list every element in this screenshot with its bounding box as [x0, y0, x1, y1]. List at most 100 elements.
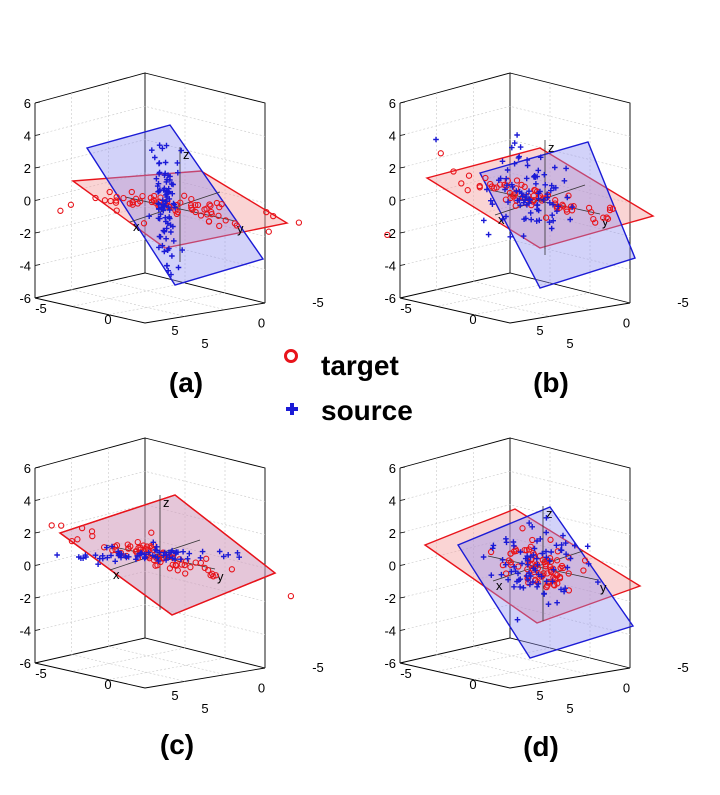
target-point [203, 211, 211, 218]
source-point [160, 207, 167, 214]
source-point [551, 566, 557, 573]
source-point [178, 147, 184, 154]
z-tick-mark [34, 134, 41, 136]
source-point [174, 160, 181, 166]
target-point [488, 183, 496, 190]
source-point [504, 167, 511, 173]
grid-horizontal [399, 205, 631, 237]
source-point [548, 225, 555, 232]
grid-horizontal [34, 239, 266, 270]
inner-y-label: y [600, 580, 607, 595]
target-point [139, 192, 146, 200]
target-point [590, 215, 597, 223]
target-point [197, 212, 205, 219]
source-point [560, 532, 566, 539]
y-tick-label: 5 [201, 701, 208, 716]
floor-back-edges [399, 637, 631, 669]
source-point [489, 201, 496, 207]
target-point [177, 199, 184, 206]
target-point [544, 582, 551, 589]
grid-floor-b [108, 657, 226, 680]
panel-1: 6 4 2 0 -2 -4 -6 -5 0 5 5 0 -5 x y z [19, 72, 391, 351]
source-point [162, 159, 169, 166]
source-point [543, 529, 549, 536]
z-tick-label: -6 [384, 291, 396, 306]
target-point [218, 200, 225, 208]
source-point [534, 555, 540, 562]
source-point [514, 132, 520, 138]
source-point [521, 199, 527, 206]
source-point [496, 177, 502, 183]
source-point [508, 568, 515, 575]
source-point [542, 182, 548, 188]
source-point [533, 181, 539, 187]
grid-floor-a [71, 289, 186, 317]
source-point [146, 213, 152, 219]
source-point [503, 213, 509, 220]
source-point [163, 557, 169, 563]
target-point [207, 572, 214, 579]
target-point [154, 562, 161, 569]
source-point [175, 169, 181, 176]
target-point [518, 181, 525, 189]
source-point [543, 554, 550, 561]
source-point [163, 225, 170, 232]
target-point [542, 563, 549, 570]
source-point [544, 194, 551, 201]
legend-source-marker [286, 403, 298, 415]
grid-floor-a [108, 281, 226, 310]
source-point [547, 200, 553, 206]
z-tick-label: 2 [389, 526, 396, 541]
grid-floor-b [71, 647, 186, 672]
source-point [567, 555, 574, 562]
target-point [203, 555, 210, 562]
source-point [513, 188, 520, 194]
z-tick-mark [399, 296, 406, 299]
target-point [581, 557, 589, 564]
source-point [537, 188, 543, 195]
target-point [174, 208, 181, 216]
z-tick-label: -2 [384, 226, 396, 241]
target-point [476, 184, 483, 191]
source-point [507, 234, 514, 240]
source-point [533, 218, 540, 224]
source-point [511, 543, 517, 549]
target-point [101, 197, 109, 204]
z-tick-label: 6 [24, 96, 31, 111]
x-tick-label: 0 [469, 677, 476, 692]
source-point [157, 211, 164, 217]
source-point [520, 585, 527, 591]
z-tick-mark [399, 466, 406, 469]
target-point [565, 192, 572, 199]
panels: 6 4 2 0 -2 -4 -6 -5 0 5 5 0 -5 x y z (a) 6 4 2 0 -2 -4 -6 -5 0 5 5 0… [19, 72, 689, 762]
target-point [192, 559, 199, 566]
source-point [519, 560, 525, 567]
z-tick-label: -2 [19, 591, 31, 606]
source-point [166, 214, 172, 220]
target-point [201, 564, 208, 572]
target-point [519, 525, 526, 532]
z-tick-mark [34, 101, 41, 104]
target-point [507, 550, 514, 557]
z-tick-mark [399, 101, 406, 104]
source-point [504, 182, 510, 188]
inner-y-label: y [602, 214, 609, 229]
z-tick-label: 6 [389, 96, 396, 111]
source-point [520, 233, 527, 239]
source-point [163, 235, 169, 242]
source-point [543, 548, 549, 555]
source-point [584, 543, 591, 550]
source-point [519, 193, 526, 200]
source-point [117, 552, 123, 559]
source-point [530, 552, 537, 558]
source-point [543, 578, 550, 585]
y-tick-label: 0 [623, 681, 630, 696]
target-point [112, 199, 120, 206]
x-tick-label: 5 [171, 323, 178, 338]
target-point [148, 198, 156, 206]
grid-horizontal [34, 205, 266, 237]
source-point [78, 555, 84, 561]
source-point [509, 144, 515, 151]
y-tick-label: -5 [312, 295, 324, 310]
z-tick-mark [399, 231, 406, 234]
